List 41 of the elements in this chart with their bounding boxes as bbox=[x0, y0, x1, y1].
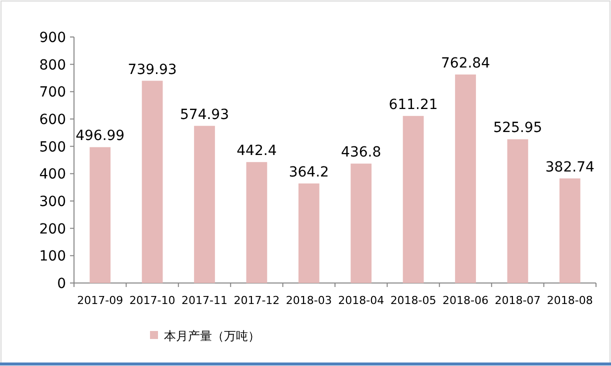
data-label: 436.8 bbox=[341, 144, 382, 161]
y-tick-label: 600 bbox=[39, 112, 66, 128]
data-label: 382.74 bbox=[545, 159, 594, 176]
x-tick-label: 2018-06 bbox=[442, 294, 488, 307]
data-label: 525.95 bbox=[493, 120, 542, 136]
y-tick-label: 100 bbox=[39, 248, 66, 265]
y-tick-label: 700 bbox=[39, 84, 66, 101]
bar bbox=[298, 183, 320, 283]
data-label: 364.2 bbox=[288, 164, 329, 180]
y-tick-label: 300 bbox=[39, 194, 66, 210]
bar bbox=[402, 116, 424, 283]
y-tick-label: 500 bbox=[39, 139, 66, 156]
data-label: 739.93 bbox=[128, 62, 177, 78]
bar bbox=[142, 80, 163, 283]
bar bbox=[246, 162, 268, 283]
x-tick-label: 2018-08 bbox=[546, 294, 593, 307]
data-label: 611.21 bbox=[388, 96, 438, 113]
x-tick-label: 2017-11 bbox=[182, 294, 228, 307]
x-tick-label: 2018-03 bbox=[286, 294, 332, 307]
y-tick-label: 0 bbox=[57, 276, 66, 292]
legend-label: 本月产量（万吨） bbox=[164, 329, 260, 343]
bar bbox=[194, 126, 215, 283]
x-tick-label: 2018-07 bbox=[494, 294, 541, 307]
data-label: 762.84 bbox=[441, 55, 490, 72]
data-label: 442.4 bbox=[236, 143, 277, 160]
y-tick-label: 900 bbox=[39, 30, 66, 46]
y-tick-label: 400 bbox=[39, 166, 66, 183]
y-tick-label: 200 bbox=[39, 221, 66, 238]
x-tick-label: 2017-12 bbox=[234, 294, 280, 307]
bar bbox=[90, 147, 111, 283]
x-tick-label: 2017-09 bbox=[77, 294, 124, 307]
bar bbox=[559, 178, 580, 283]
bar bbox=[507, 139, 528, 283]
x-tick-label: 2018-05 bbox=[390, 294, 436, 307]
data-label: 496.99 bbox=[76, 128, 125, 144]
bar bbox=[350, 164, 372, 283]
x-tick-label: 2018-04 bbox=[338, 294, 384, 307]
x-tick-label: 2017-10 bbox=[129, 294, 176, 307]
data-label: 574.93 bbox=[180, 106, 229, 123]
y-tick-label: 800 bbox=[39, 57, 66, 74]
bar bbox=[455, 74, 476, 283]
